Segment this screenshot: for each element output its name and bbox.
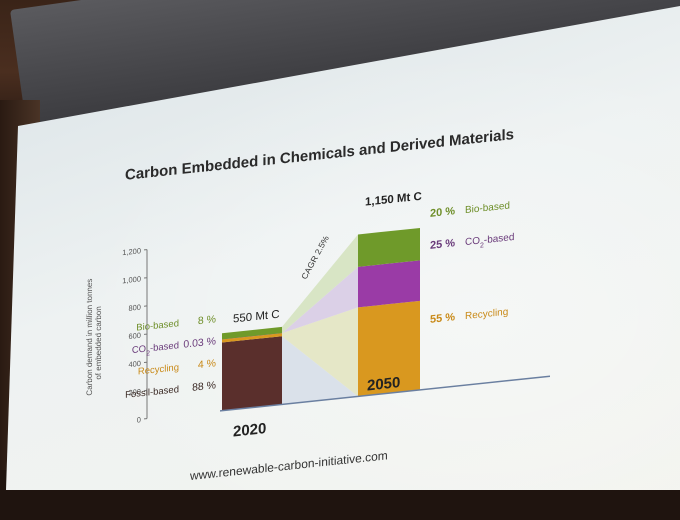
connector-bio-based <box>282 234 358 334</box>
legend-2050-percent: 20 % <box>430 205 455 220</box>
bar-2050-bio-based <box>358 227 420 267</box>
legend-2020-label: Recycling <box>138 362 179 377</box>
legend-2020-label: CO2-based <box>132 340 179 358</box>
legend-2050-percent: 55 % <box>430 311 455 326</box>
legend-2050-label: CO2-based <box>465 232 514 251</box>
category-label-2020: 2020 <box>233 420 266 440</box>
category-label-2050: 2050 <box>367 374 400 394</box>
y-tick-label: 800 <box>128 303 141 313</box>
legend-2020-percent: 4 % <box>198 357 216 371</box>
total-label-2050: 1,150 Mt C <box>365 191 422 209</box>
connector-co2-based <box>282 266 358 334</box>
y-tick-label: 0 <box>137 415 141 424</box>
legend-2020-label: Bio-based <box>136 318 179 333</box>
legend-2020-percent: 0.03 % <box>183 335 216 350</box>
bar-2050-recycling <box>358 300 420 397</box>
legend-2020-percent: 8 % <box>198 313 216 327</box>
bar-connectors <box>282 234 358 405</box>
legend-2050: 20 % Bio-based 25 % CO2-based 55 % Recycling <box>430 200 514 326</box>
y-axis: 0 200 400 600 800 1,000 1,200 <box>122 246 148 425</box>
connector-fossil-based <box>282 336 358 405</box>
bar-2020-recycling <box>222 333 282 343</box>
footer-url: www.renewable-carbon-initiative.com <box>189 448 388 483</box>
y-axis-label-line2: of embedded carbon <box>94 306 103 380</box>
bar-2020-fossil-based <box>222 336 282 411</box>
bar-2020-bio-based <box>222 326 282 340</box>
legend-2020: Bio-based 8 % CO2-based 0.03 % Recycling 4 % F… <box>125 313 216 401</box>
y-tick-label: 1,000 <box>122 274 141 285</box>
connector-recycling <box>282 307 358 397</box>
bar-2050-co2-based <box>358 260 420 308</box>
bars <box>222 227 420 411</box>
legend-2020-label: Fossil-based <box>125 384 179 401</box>
y-tick-label: 600 <box>128 331 141 341</box>
y-tick-label: 200 <box>128 387 141 397</box>
total-label-2020: 550 Mt C <box>233 309 280 326</box>
y-tick-label: 400 <box>128 359 141 369</box>
baseline <box>220 375 550 412</box>
legend-2050-label: Bio-based <box>465 200 510 216</box>
y-axis-label-line1: Carbon demand in million tonnes <box>85 278 94 396</box>
legend-2050-percent: 25 % <box>430 237 455 252</box>
chart-title: Carbon Embedded in Chemicals and Derived… <box>125 126 514 184</box>
legend-2050-label: Recycling <box>465 307 508 323</box>
y-tick-label: 1,200 <box>122 246 141 257</box>
y-axis-label-group: Carbon demand in million tonnes of embed… <box>85 278 103 396</box>
legend-2020-percent: 88 % <box>192 379 216 393</box>
